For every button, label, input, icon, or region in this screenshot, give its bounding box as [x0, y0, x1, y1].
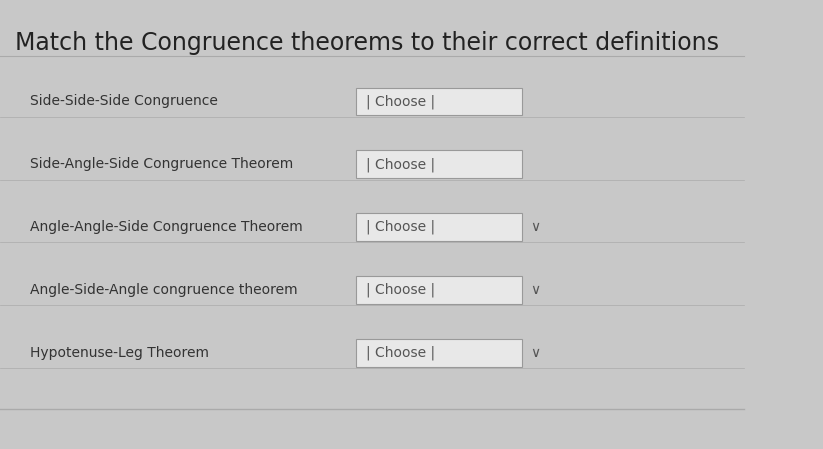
FancyBboxPatch shape	[356, 276, 523, 304]
FancyBboxPatch shape	[356, 213, 523, 241]
Text: Angle-Angle-Side Congruence Theorem: Angle-Angle-Side Congruence Theorem	[30, 220, 303, 234]
Text: Side-Side-Side Congruence: Side-Side-Side Congruence	[30, 94, 217, 109]
Text: | Choose |: | Choose |	[366, 157, 435, 172]
Text: Hypotenuse-Leg Theorem: Hypotenuse-Leg Theorem	[30, 346, 209, 360]
FancyBboxPatch shape	[356, 150, 523, 178]
Text: ∨: ∨	[530, 346, 540, 360]
Text: Side-Angle-Side Congruence Theorem: Side-Angle-Side Congruence Theorem	[30, 157, 293, 172]
Text: ∨: ∨	[530, 283, 540, 297]
Text: ∨: ∨	[530, 220, 540, 234]
Text: | Choose |: | Choose |	[366, 94, 435, 109]
FancyBboxPatch shape	[356, 339, 523, 367]
Text: | Choose |: | Choose |	[366, 283, 435, 297]
Text: | Choose |: | Choose |	[366, 220, 435, 234]
Text: Angle-Side-Angle congruence theorem: Angle-Side-Angle congruence theorem	[30, 283, 297, 297]
FancyBboxPatch shape	[356, 88, 523, 115]
Text: | Choose |: | Choose |	[366, 346, 435, 360]
Text: Match the Congruence theorems to their correct definitions: Match the Congruence theorems to their c…	[15, 31, 718, 55]
